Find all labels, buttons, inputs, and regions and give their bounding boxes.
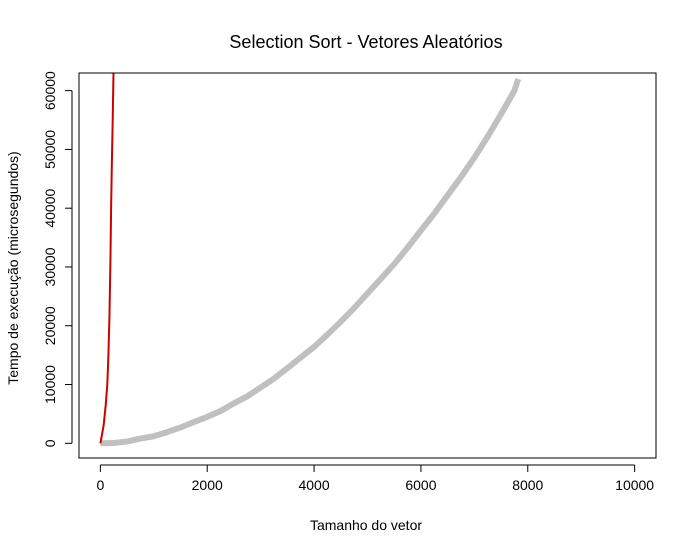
chart-title: Selection Sort - Vetores Aleatórios (229, 32, 502, 52)
x-tick-label-2: 4000 (298, 477, 329, 493)
x-tick-label-5: 10000 (615, 477, 654, 493)
x-tick-label-0: 0 (96, 477, 104, 493)
x-axis-label: Tamanho do vetor (310, 517, 422, 533)
y-axis-label: Tempo de execução (microsegundos) (5, 151, 21, 384)
y-tick-label-3: 30000 (42, 247, 58, 286)
y-tick-label-5: 50000 (42, 130, 58, 169)
x-tick-label-1: 2000 (192, 477, 223, 493)
y-tick-label-4: 40000 (42, 189, 58, 228)
x-tick-label-4: 8000 (512, 477, 543, 493)
y-tick-label-0: 0 (42, 439, 58, 447)
plot-frame (78, 72, 657, 459)
y-tick-label-6: 60000 (42, 71, 58, 110)
y-tick-label-2: 20000 (42, 306, 58, 345)
x-tick-label-3: 6000 (405, 477, 436, 493)
y-tick-label-1: 10000 (42, 365, 58, 404)
series-line-2 (99, 73, 115, 444)
series-line-1 (100, 77, 522, 447)
